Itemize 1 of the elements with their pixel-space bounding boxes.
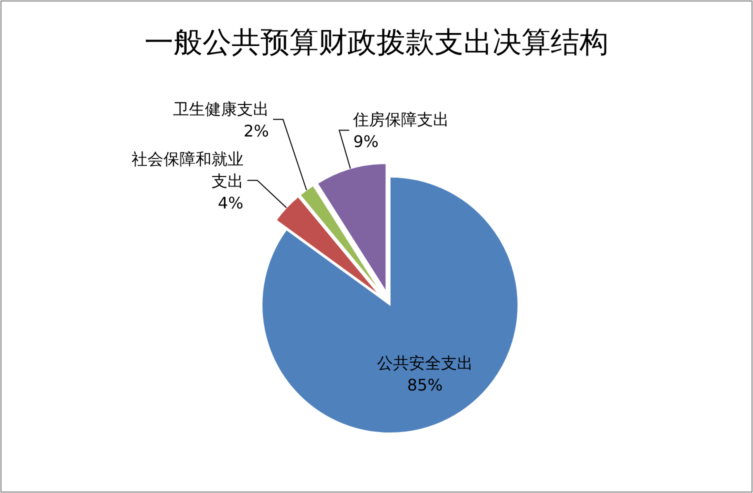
chart-title: 一般公共预算财政拨款支出决算结构: [144, 25, 608, 59]
